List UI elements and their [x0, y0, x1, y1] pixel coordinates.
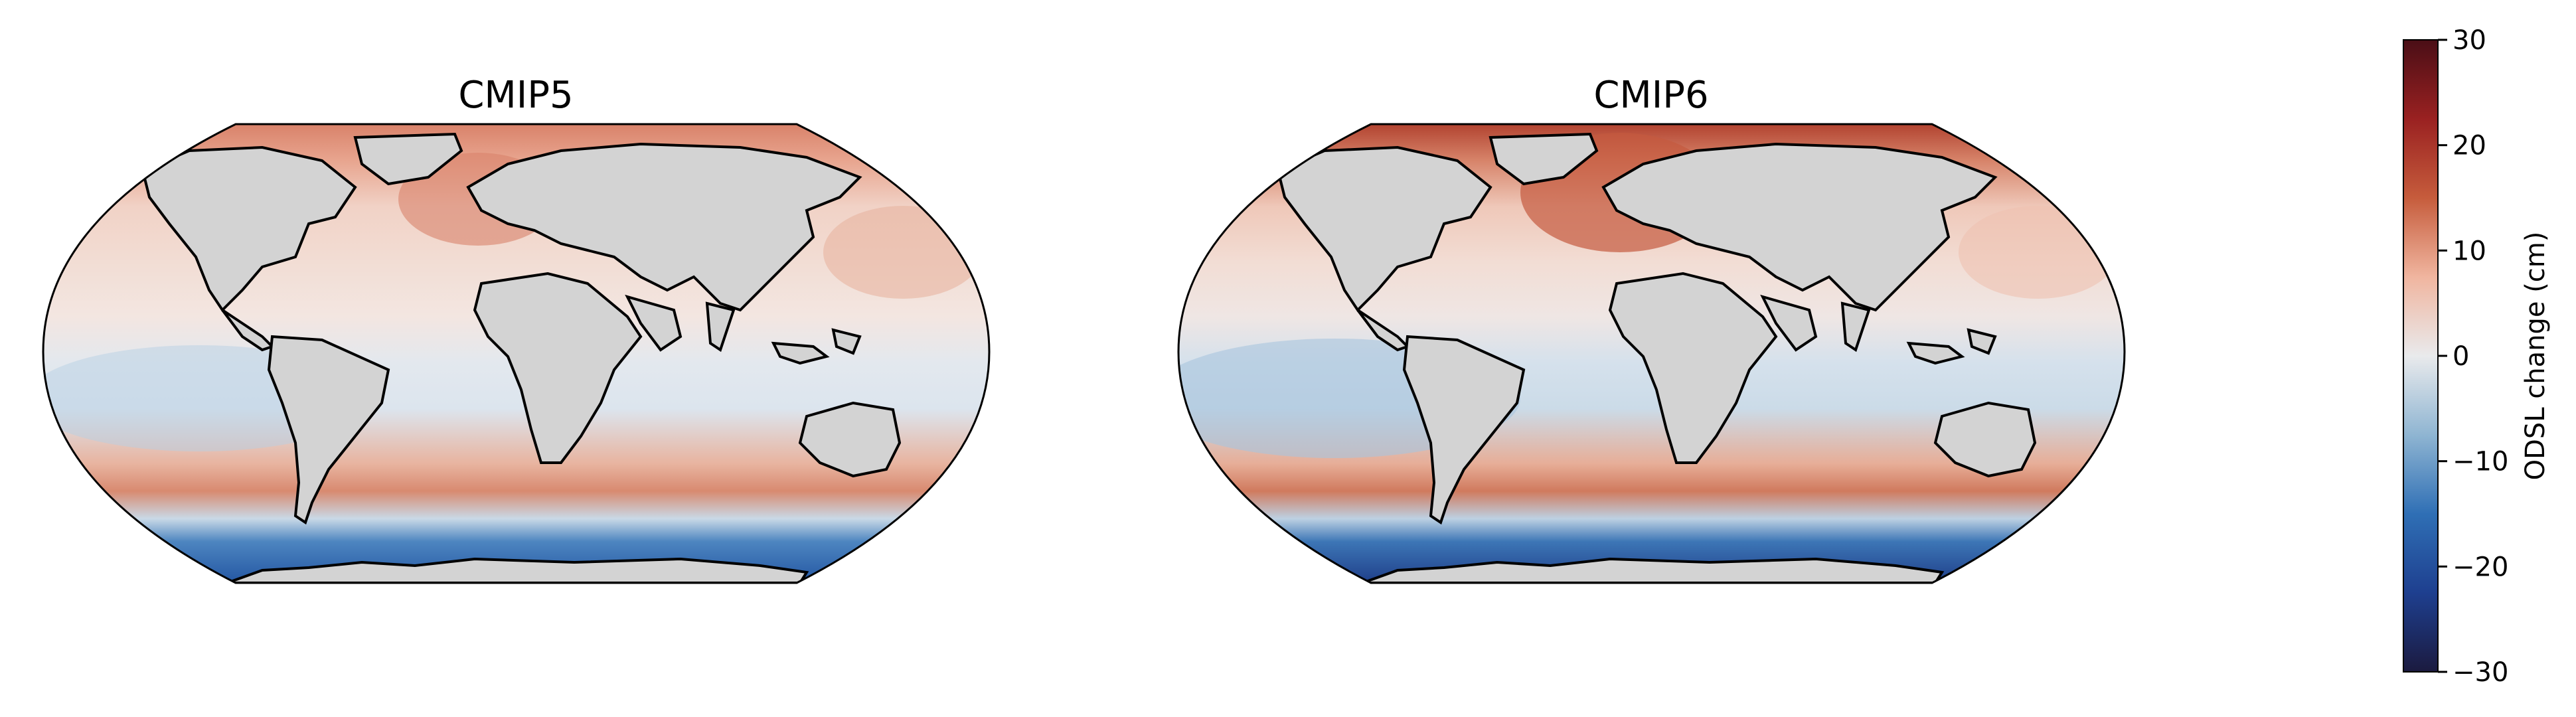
- colorbar-ticks: 30 20 10 0 −10 −20 −30: [2438, 25, 2508, 688]
- colorbar-scale: [2403, 39, 2439, 673]
- colorbar-tick-label: 0: [2453, 341, 2469, 372]
- map-outline-cmip5: [42, 123, 991, 584]
- panel-title-cmip6: CMIP6: [1593, 74, 1708, 117]
- colorbar-label: ODSL change (cm): [2520, 232, 2551, 481]
- map-outline-cmip6: [1177, 123, 2126, 584]
- panel-title-cmip5: CMIP5: [458, 74, 573, 117]
- colorbar-tick-label: −30: [2453, 657, 2508, 688]
- colorbar-tick-label: −10: [2453, 447, 2508, 477]
- map-cmip6: [1178, 124, 2125, 583]
- panel-cmip6: CMIP6: [1177, 74, 2126, 584]
- colorbar-tick-label: 10: [2453, 236, 2486, 266]
- colorbar-tick-label: 20: [2453, 131, 2486, 161]
- map-cmip5: [43, 124, 989, 583]
- panel-cmip5: CMIP5: [42, 74, 991, 584]
- colorbar-tick-label: 30: [2453, 25, 2486, 56]
- colorbar: 30 20 10 0 −10 −20 −30 ODSL change (cm): [2403, 25, 2551, 688]
- colorbar-tick-label: −20: [2453, 552, 2508, 582]
